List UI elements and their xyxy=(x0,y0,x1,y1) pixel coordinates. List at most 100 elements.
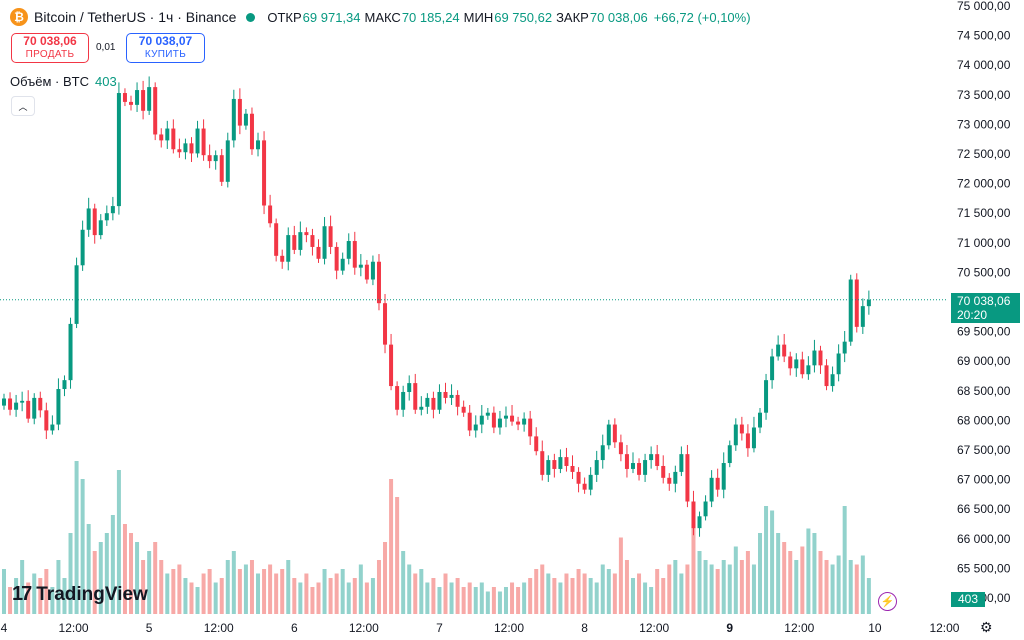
volume-bar xyxy=(419,569,424,614)
volume-bar xyxy=(806,528,811,614)
bar-countdown: 20:20 xyxy=(957,308,988,322)
candle-body xyxy=(201,128,206,156)
candle-body xyxy=(129,101,134,105)
candle-body xyxy=(26,400,31,419)
price-tick-label: 65 500,00 xyxy=(957,561,1011,575)
buy-price: 70 038,07 xyxy=(138,34,193,48)
volume-bar xyxy=(256,573,261,614)
candle-body xyxy=(691,501,696,529)
lightning-icon[interactable]: ⚡ xyxy=(878,592,897,611)
volume-bar xyxy=(110,515,115,614)
volume-bar xyxy=(697,551,702,614)
candle-body xyxy=(467,412,472,431)
candle-body xyxy=(824,365,829,387)
candle-body xyxy=(207,155,212,162)
candle-body xyxy=(697,516,702,529)
sell-button[interactable]: 70 038,06 ПРОДАТЬ xyxy=(11,33,89,63)
candle-body xyxy=(44,410,49,431)
symbol-title[interactable]: Bitcoin / TetherUS · 1ч · Binance xyxy=(34,9,237,25)
volume-bar xyxy=(594,582,599,614)
volume-bar xyxy=(346,582,351,614)
gear-icon[interactable]: ⚙ xyxy=(980,619,993,635)
volume-bar xyxy=(177,564,182,614)
candle-body xyxy=(310,235,315,247)
candle-body xyxy=(2,398,6,406)
volume-bar xyxy=(358,564,363,614)
volume-legend[interactable]: Объём · BTC 403 xyxy=(10,74,117,89)
candle-body xyxy=(661,465,666,478)
volume-bar xyxy=(328,578,333,614)
time-tick-label: 6 xyxy=(291,621,298,635)
volume-bar xyxy=(570,578,575,614)
volume-bar xyxy=(316,582,321,614)
candle-body xyxy=(189,143,194,154)
volume-bar xyxy=(812,533,817,614)
volume-bar xyxy=(836,555,841,614)
volume-bar xyxy=(340,569,345,614)
volume-bar xyxy=(407,564,412,614)
volume-bar xyxy=(588,578,593,614)
volume-bar xyxy=(364,582,369,614)
candle-body xyxy=(455,394,460,407)
volume-bar xyxy=(104,533,109,614)
volume-bar xyxy=(195,587,200,614)
candle-body xyxy=(558,457,563,469)
candle-body xyxy=(8,398,13,410)
volume-bar xyxy=(437,587,442,614)
candle-body xyxy=(268,205,273,224)
tradingview-mark-icon: 17 xyxy=(12,583,32,605)
candle-body xyxy=(739,424,744,434)
buy-button[interactable]: 70 038,07 КУПИТЬ xyxy=(126,33,205,63)
price-tick-label: 74 000,00 xyxy=(957,58,1011,72)
candle-body xyxy=(836,353,841,375)
candle-body xyxy=(770,356,775,381)
volume-bar xyxy=(147,551,152,614)
volume-bar xyxy=(467,582,472,614)
volume-bar xyxy=(2,569,6,614)
candle-body xyxy=(153,87,158,135)
volume-bar xyxy=(643,582,648,614)
candle-body xyxy=(618,442,623,455)
tradingview-logo[interactable]: 17 TradingView xyxy=(12,583,148,606)
time-tick-label: 12:00 xyxy=(784,621,814,635)
candle-body xyxy=(177,149,182,153)
candle-body xyxy=(848,279,853,342)
volume-bar xyxy=(425,582,430,614)
volume-bar xyxy=(618,537,623,614)
candle-body xyxy=(503,415,508,419)
candle-body xyxy=(340,258,345,271)
price-tick-label: 67 000,00 xyxy=(957,473,1011,487)
candle-body xyxy=(842,341,847,354)
candle-body xyxy=(50,424,55,431)
candle-body xyxy=(68,323,73,381)
tradingview-logo-text: TradingView xyxy=(36,583,148,605)
candle-body xyxy=(866,299,871,307)
high-value: 70 185,24 xyxy=(401,9,460,25)
volume-bar xyxy=(213,582,218,614)
volume-bar xyxy=(122,524,127,614)
candle-body xyxy=(437,391,442,410)
candle-body xyxy=(370,261,375,280)
candle-body xyxy=(231,98,236,141)
candle-body xyxy=(401,391,406,410)
market-status-icon xyxy=(246,12,256,22)
volume-bar xyxy=(667,564,672,614)
time-tick-label: 7 xyxy=(436,621,443,635)
volume-bar xyxy=(800,546,805,614)
time-tick-label: 5 xyxy=(146,621,153,635)
candle-body xyxy=(612,424,617,443)
volume-bar xyxy=(207,569,212,614)
volume-bar xyxy=(576,569,581,614)
candle-body xyxy=(473,424,478,431)
volume-bar xyxy=(376,560,381,614)
candle-body xyxy=(679,454,684,472)
collapse-legend-button[interactable]: ︿ xyxy=(11,96,35,116)
candle-body xyxy=(243,113,248,126)
volume-bar xyxy=(86,524,91,614)
candle-body xyxy=(594,460,599,475)
candle-body xyxy=(376,261,381,304)
candle-body xyxy=(776,344,781,357)
candle-body xyxy=(606,424,611,446)
volume-bar xyxy=(770,510,775,614)
